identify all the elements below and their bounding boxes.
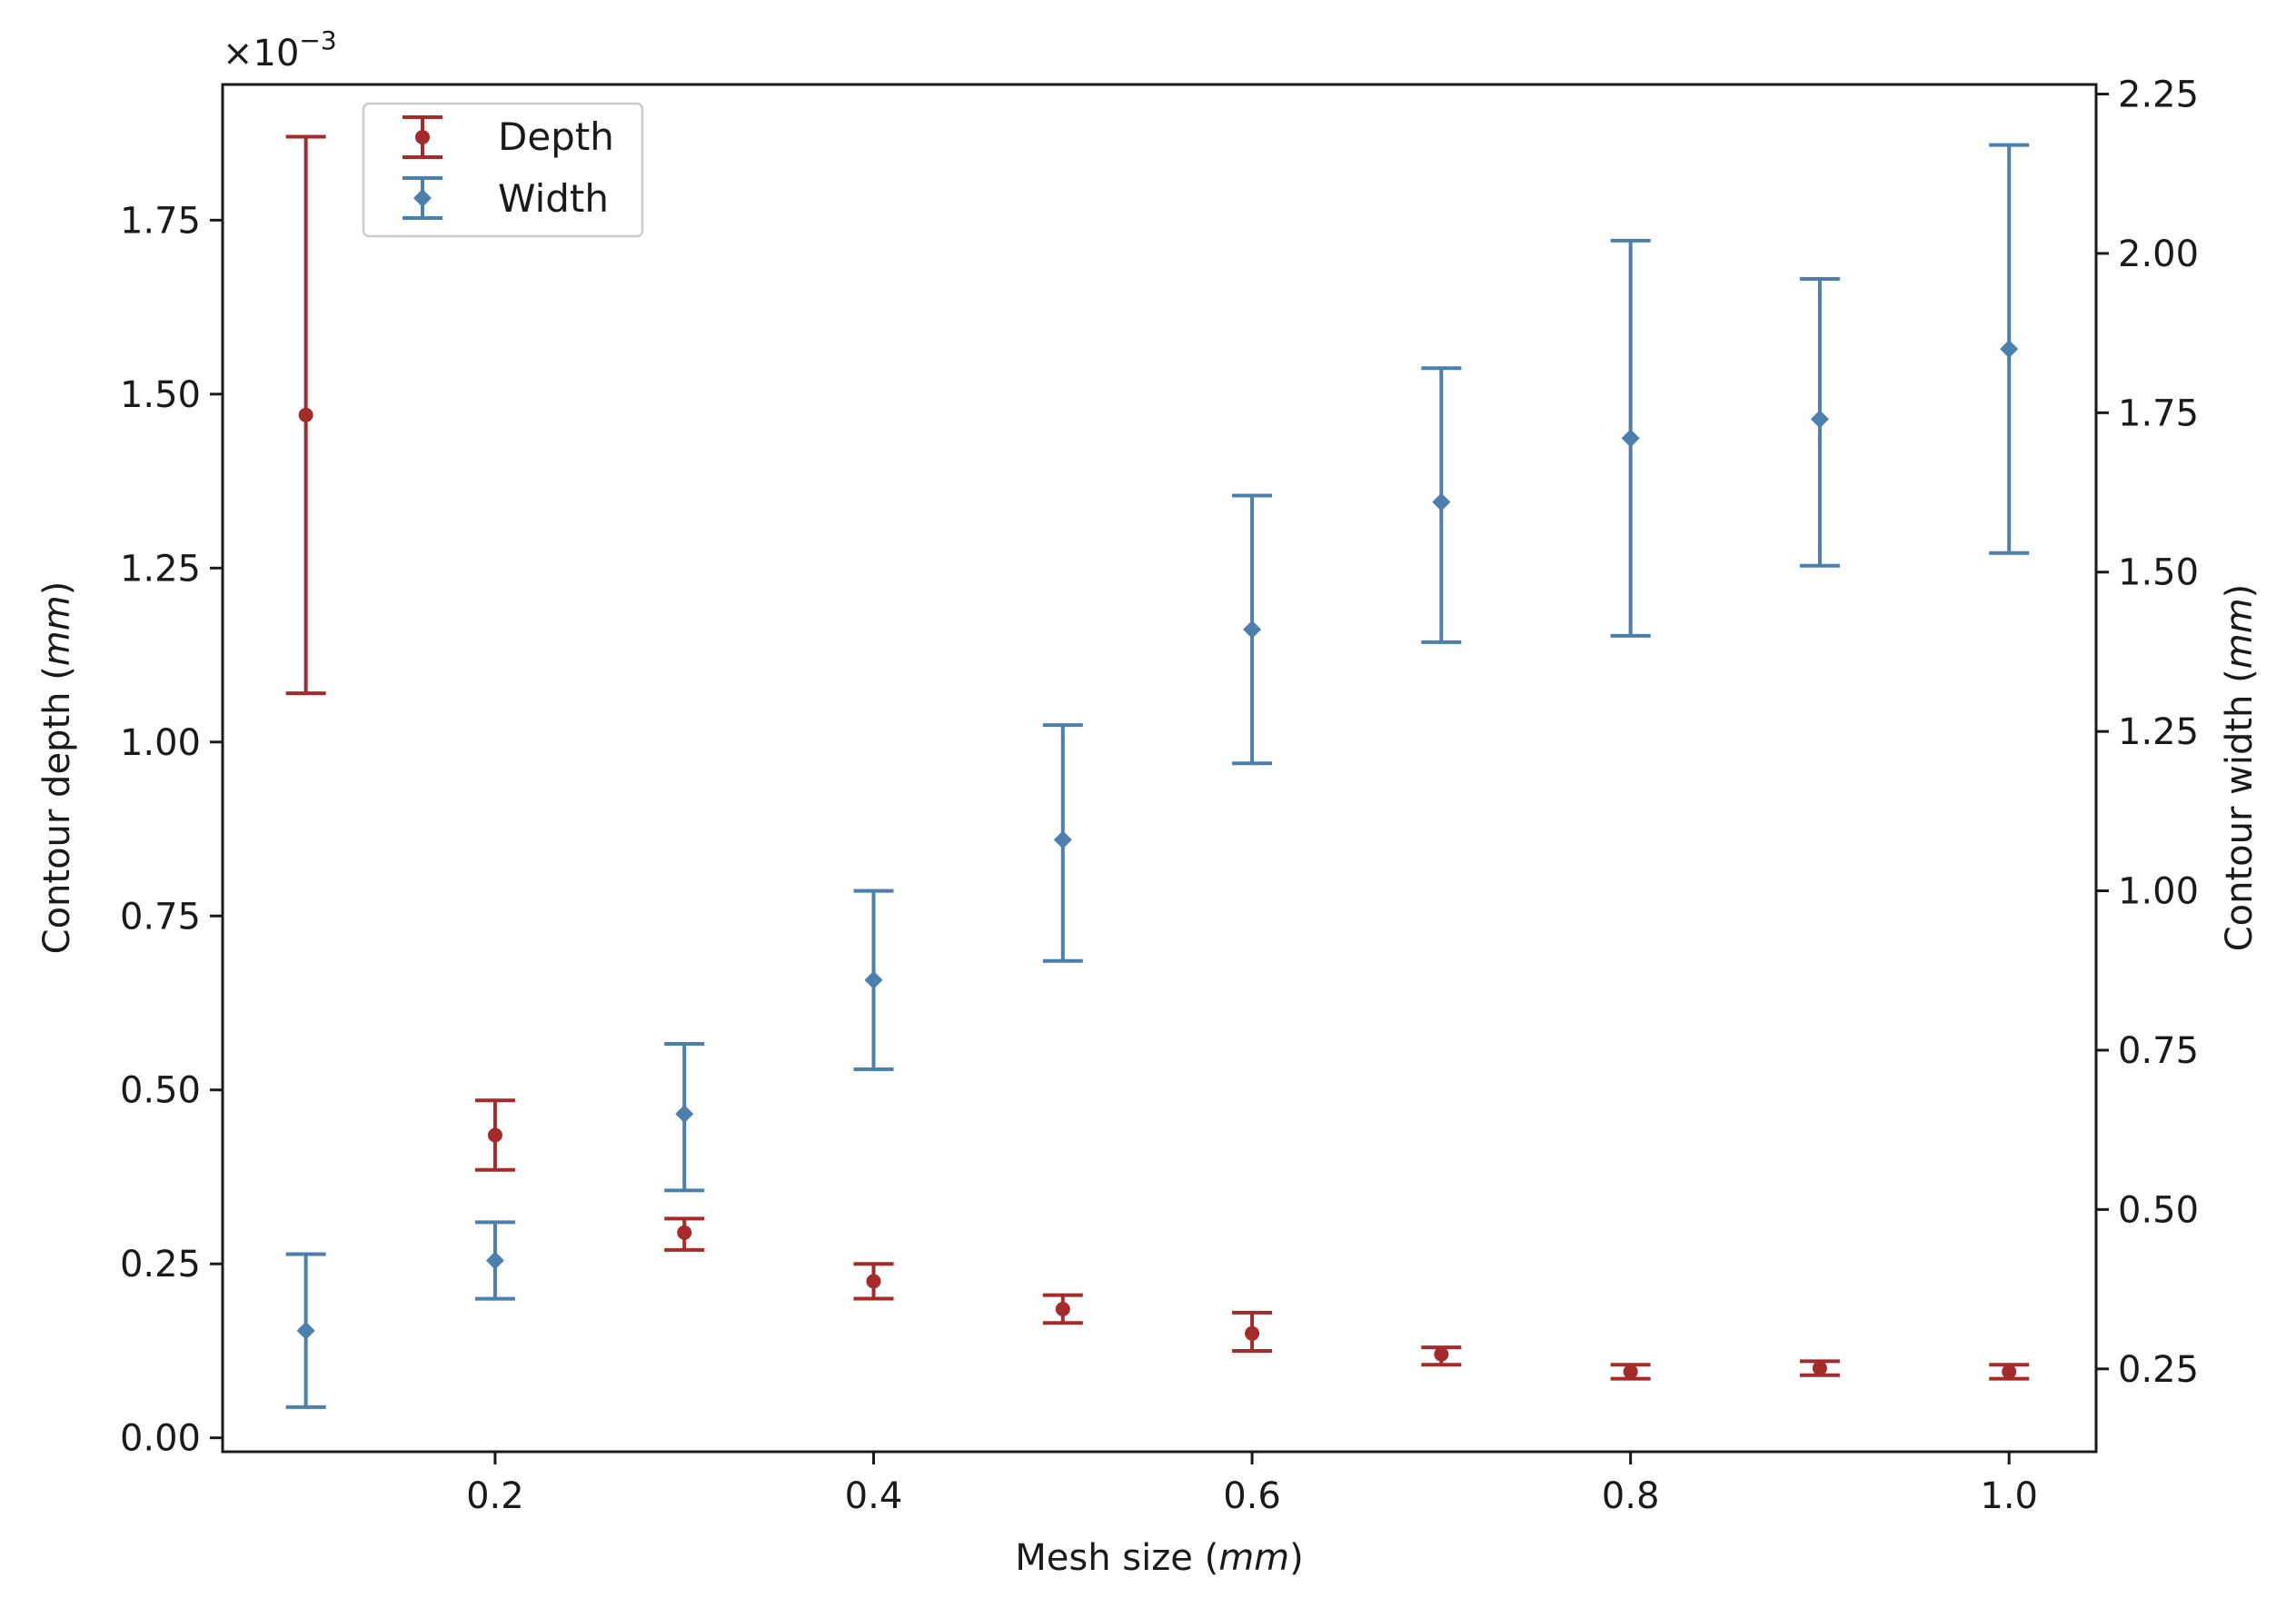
- y-axis-label-right: Contour width (mm): [2219, 584, 2261, 952]
- width-point: [485, 1251, 504, 1270]
- width-point: [1432, 492, 1451, 511]
- width-point: [1810, 410, 1829, 429]
- y-left-tick-label: 1.75: [120, 200, 201, 242]
- y-right-tick-label: 0.75: [2118, 1030, 2199, 1072]
- depth-point: [1434, 1346, 1449, 1362]
- y-left-tick-label: 0.50: [120, 1070, 201, 1112]
- depth-point: [1245, 1325, 1260, 1341]
- width-point: [2000, 340, 2019, 359]
- y-right-tick-label: 1.25: [2118, 711, 2199, 753]
- depth-point: [866, 1274, 881, 1289]
- y-right-tick-label: 2.25: [2118, 74, 2199, 116]
- legend-width-swatch: [403, 176, 442, 220]
- y-right-tick-label: 1.00: [2118, 871, 2199, 913]
- y-left-tick-label: 0.25: [120, 1244, 201, 1285]
- y-right-tick-label: 0.50: [2118, 1189, 2199, 1231]
- depth-point: [1055, 1301, 1070, 1316]
- y-left-tick-label: 1.50: [120, 374, 201, 416]
- legend-depth-label: Depth: [498, 114, 614, 159]
- width-point: [1053, 830, 1072, 849]
- width-point: [675, 1105, 694, 1124]
- y-right-tick-label: 1.75: [2118, 392, 2199, 434]
- y-left-tick-label: 0.75: [120, 896, 201, 938]
- x-tick-label: 0.6: [1223, 1475, 1281, 1517]
- y-right-tick-label: 1.50: [2118, 552, 2199, 594]
- y-left-tick-label: 0.00: [120, 1418, 201, 1460]
- depth-point: [677, 1225, 692, 1240]
- depth-point: [1623, 1364, 1638, 1379]
- width-point: [1243, 620, 1262, 639]
- axis-ticks: 0.2 0.4 0.6 0.8 1.0 0.00 0.25 0.50 0.75 1.00 1.25 1…: [120, 74, 2199, 1517]
- depth-point: [2002, 1364, 2017, 1379]
- legend: Depth Width: [362, 102, 644, 238]
- legend-frame: [362, 102, 644, 238]
- legend-width-label: Width: [498, 176, 609, 221]
- x-axis-label: Mesh size (mm): [1015, 1537, 1303, 1579]
- width-point: [864, 970, 883, 989]
- x-tick-label: 0.8: [1602, 1475, 1660, 1517]
- y-left-tick-label: 1.25: [120, 548, 201, 590]
- x-tick-label: 0.4: [845, 1475, 903, 1517]
- y-left-tick-label: 1.00: [120, 722, 201, 764]
- legend-depth-swatch: [403, 115, 442, 159]
- plot-area-frame: [221, 83, 2098, 1454]
- y-axis-label-left: Contour depth (mm): [36, 581, 78, 955]
- width-point: [1621, 429, 1640, 448]
- x-tick-label: 1.0: [1980, 1475, 2038, 1517]
- depth-point: [298, 407, 313, 422]
- depth-series: [285, 134, 2030, 1381]
- left-axis-offset-label: ×10−3: [223, 25, 337, 74]
- y-right-tick-label: 2.00: [2118, 233, 2199, 275]
- x-tick-label: 0.2: [466, 1475, 524, 1517]
- width-series: [285, 143, 2030, 1409]
- depth-point: [487, 1127, 502, 1143]
- y-right-tick-label: 0.25: [2118, 1349, 2199, 1391]
- depth-point: [1812, 1361, 1827, 1376]
- data-marks: [285, 134, 2030, 1409]
- width-point: [296, 1321, 315, 1340]
